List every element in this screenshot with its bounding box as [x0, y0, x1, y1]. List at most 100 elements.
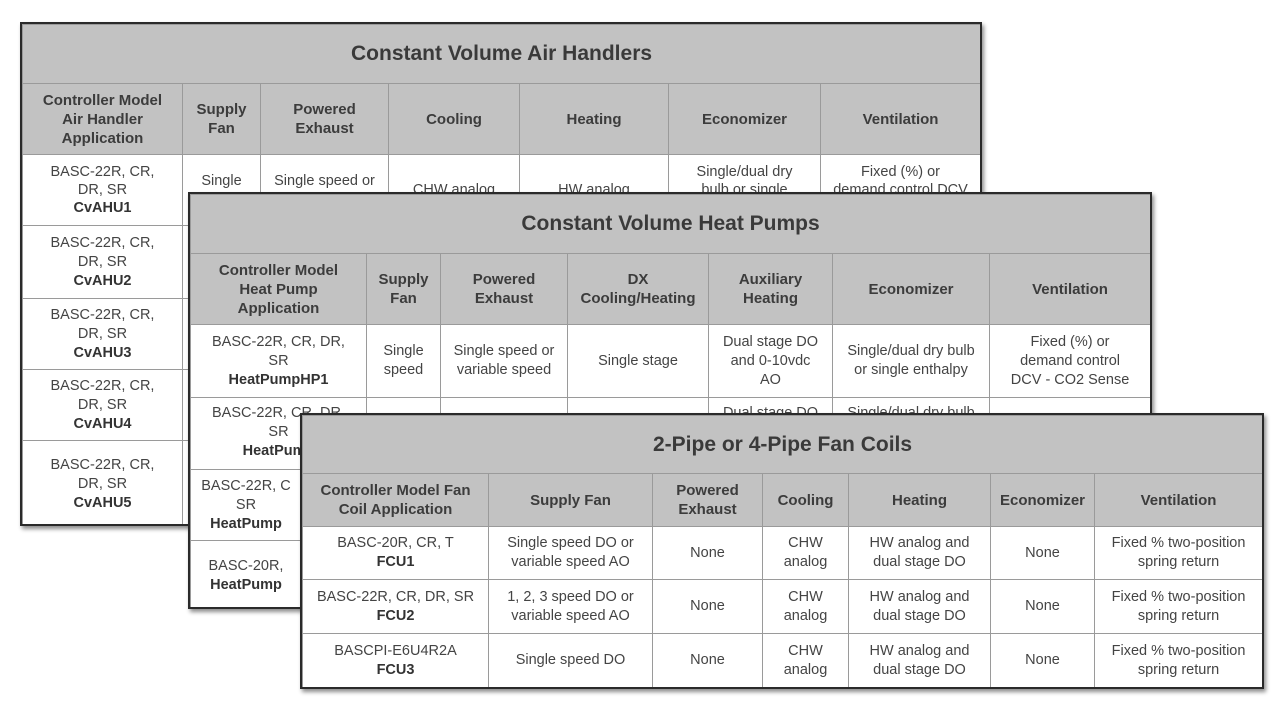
cell-line: None	[690, 598, 725, 614]
column-header: Ventilation	[1093, 473, 1262, 527]
table-cell: Single speed	[366, 324, 441, 398]
cell-line: analog	[783, 661, 828, 678]
cell-line: None	[1025, 598, 1060, 614]
column-header-text: Supply Fan	[367, 254, 440, 324]
cell-line: HW analog and	[869, 535, 970, 551]
table-cell: Fixed (%) or demand control DCV - CO2 Sens…	[988, 324, 1150, 398]
table-row: BASC-22R, CR, DR, SR FCU2 1, 2, 3 speed DO…	[302, 579, 1262, 634]
table-cell: Single speed DO	[488, 633, 653, 687]
header-line: Heat Pump	[239, 280, 318, 298]
cell-line: SR	[268, 352, 289, 369]
column-header-text: Heating	[849, 474, 990, 526]
cell-line: BASC-22R, CR, DR,	[212, 333, 345, 350]
cell-content: Dual stage DO and 0-10vdc AO	[709, 325, 832, 397]
header-line: Fan	[208, 120, 235, 137]
column-header: Powered Exhaust	[440, 253, 568, 325]
cell-content: None	[991, 527, 1094, 579]
table-cell: None	[990, 526, 1095, 580]
application-name: CvAHU5	[73, 494, 132, 511]
header-line: Cooling	[426, 110, 482, 128]
cell-line: DR, SR	[77, 475, 128, 492]
cell-line: Single speed or	[453, 343, 555, 359]
column-header-text: Supply Fan	[183, 84, 260, 154]
table-cell: CHW analog	[762, 633, 849, 687]
column-header: Controller Model Heat Pump Application	[190, 253, 367, 325]
table-title: 2-Pipe or 4-Pipe Fan Coils	[653, 432, 913, 456]
header-line: Controller Model	[42, 91, 163, 109]
column-header-text: Auxiliary Heating	[709, 254, 832, 324]
column-header: Cooling	[388, 83, 520, 155]
table-cell: Fixed % two-position spring return	[1093, 579, 1262, 634]
cell-line: analog	[783, 554, 828, 570]
cell-content: BASC-22R, CR, DR, SR HeatPumpHP1	[191, 325, 366, 397]
header-line: Cooling/Heating	[580, 290, 696, 307]
table-cell: BASC-22R, CR, DR, SR HeatPumpHP1	[190, 324, 367, 398]
table-cell: None	[990, 579, 1095, 634]
column-header-text: Economizer	[991, 474, 1094, 526]
cell-line: DR, SR	[77, 396, 128, 413]
header-line: Ventilation	[1140, 491, 1217, 509]
cell-content: Single speed DO or variable speed AO	[489, 527, 652, 579]
table-title-cell: Constant Volume Air Handlers	[22, 24, 980, 84]
header-line: DX	[627, 271, 649, 288]
cell-line: Dual stage DO	[722, 333, 819, 350]
cell-content: HW analog and dual stage DO	[849, 580, 990, 633]
application-name: FCU1	[376, 554, 415, 570]
header-line: Supply	[378, 271, 429, 288]
column-header: Supply Fan	[488, 473, 653, 527]
table-cell: BASC-22R, CR, DR, SR CvAHU2	[22, 225, 183, 299]
header-line: Powered	[676, 482, 739, 499]
header-line: Auxiliary	[738, 271, 803, 288]
table-cell: BASC-22R, CR, DR, SR CvAHU5	[22, 440, 183, 524]
cell-content: BASCPI-E6U4R2A FCU3	[303, 634, 488, 687]
header-row: Controller Model Fan Coil Application Supp…	[302, 473, 1262, 527]
table-title: Constant Volume Heat Pumps	[521, 212, 820, 235]
column-header: Cooling	[762, 473, 849, 527]
column-header-text: DX Cooling/Heating	[568, 254, 708, 324]
table-cell: None	[652, 526, 763, 580]
application-name: HeatPump	[210, 577, 282, 593]
header-line: Application	[61, 129, 144, 147]
column-header: Powered Exhaust	[260, 83, 389, 155]
column-header: DX Cooling/Heating	[567, 253, 709, 325]
table-title-cell: Constant Volume Heat Pumps	[190, 194, 1150, 254]
header-row: Controller Model Air Handler Application Su…	[22, 83, 980, 155]
cell-content: Fixed % two-position spring return	[1095, 580, 1262, 633]
table-title-cell: 2-Pipe or 4-Pipe Fan Coils	[302, 415, 1262, 474]
column-header: Controller Model Air Handler Application	[22, 83, 183, 155]
cell-content: BASC-22R, CR, DR, SR FCU2	[303, 580, 488, 633]
column-header: Ventilation	[819, 83, 980, 155]
cell-line: analog	[783, 607, 828, 624]
cell-content: Fixed % two-position spring return	[1095, 634, 1262, 687]
cell-line: SR	[235, 496, 257, 513]
table-cell: Single speed or variable speed	[440, 324, 568, 398]
table-cell: None	[652, 579, 763, 634]
column-header-text: Powered Exhaust	[261, 84, 388, 154]
table-cell: BASCPI-E6U4R2A FCU3	[302, 633, 489, 687]
column-header-text: Cooling	[389, 84, 519, 154]
application-name: HeatPump	[242, 443, 315, 459]
header-line: Supply Fan	[530, 491, 611, 509]
cell-line: Fixed % two-position	[1111, 588, 1246, 605]
cell-line: BASC-20R, CR, T	[337, 535, 454, 551]
header-line: Ventilation	[862, 110, 939, 128]
cell-line: BASCPI-E6U4R2A	[334, 642, 457, 659]
table-cell: None	[652, 633, 763, 687]
header-line: Controller Model	[218, 261, 339, 279]
application-name: HeatPumpHP1	[228, 371, 329, 388]
table-cell: CHW analog	[762, 526, 849, 580]
cell-content: CHW analog	[763, 634, 848, 687]
column-header-text: Ventilation	[990, 254, 1150, 324]
cell-line: CHW	[788, 642, 823, 659]
cell-line: Fixed % two-position	[1111, 642, 1246, 659]
cell-content: HW analog and dual stage DO	[849, 527, 990, 579]
cell-line: BASC-22R, CR,	[50, 306, 155, 323]
cell-content: Fixed (%) or demand control DCV - CO2 Sens…	[990, 325, 1150, 397]
cell-line: speed	[383, 362, 424, 378]
cell-line: DR, SR	[77, 182, 128, 198]
table-cell: CHW analog	[762, 579, 849, 634]
cell-content: 1, 2, 3 speed DO or variable speed AO	[489, 580, 652, 633]
cell-content: BASC-22R, C SR HeatPump	[191, 470, 301, 540]
cell-line: Single stage	[598, 352, 678, 369]
cell-line: BASC-22R, CR,	[50, 456, 155, 473]
